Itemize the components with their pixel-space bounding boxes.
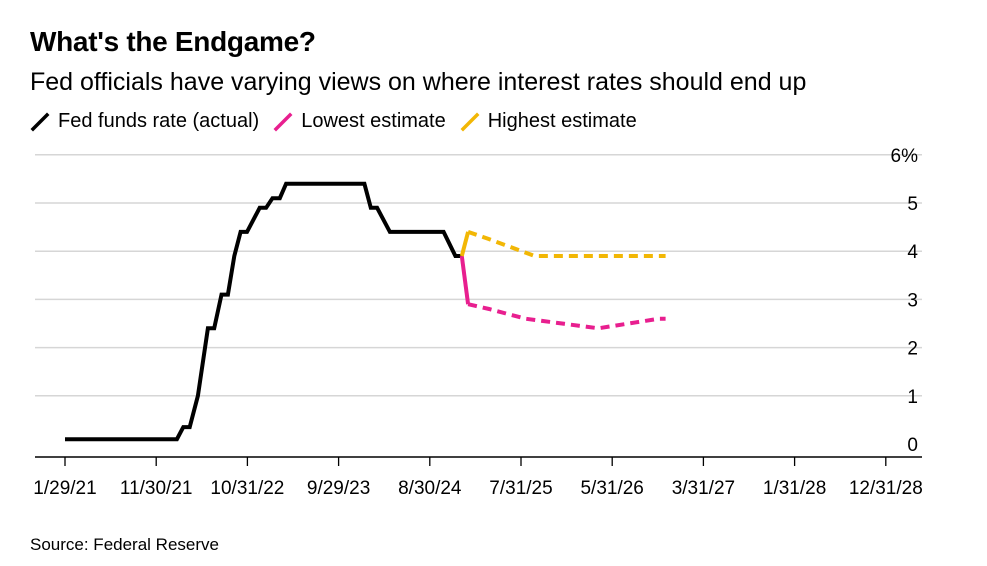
y-tick-label-5: 5	[907, 194, 918, 215]
y-tick-label-2: 2	[907, 339, 918, 360]
x-tick-label-1: 11/30/21	[120, 478, 193, 499]
series-line-lowest-estimate-solid	[459, 255, 471, 305]
x-tick-label-6: 5/31/26	[580, 478, 643, 499]
legend: Fed funds rate (actual) Lowest estimate …	[30, 110, 651, 133]
legend-swatch-highest-icon	[460, 112, 480, 131]
legend-swatch-lowest-icon	[273, 112, 293, 131]
x-tick-label-4: 8/30/24	[398, 478, 462, 499]
chart-title: What's the Endgame?	[30, 26, 316, 57]
x-tick-label-2: 10/31/22	[210, 478, 284, 499]
series-line-fed-funds-rate-actual	[65, 181, 462, 442]
y-tick-label-4: 4	[907, 242, 918, 263]
x-tick-label-9: 12/31/28	[849, 478, 923, 499]
x-tick-label-3: 9/29/23	[307, 478, 370, 499]
source-note: Source: Federal Reserve	[30, 535, 219, 554]
y-tick-label-1: 1	[907, 387, 918, 408]
y-tick-label-3: 3	[907, 290, 918, 311]
legend-item-highest: Highest estimate	[460, 110, 637, 133]
chart-subtitle: Fed officials have varying views on wher…	[30, 68, 807, 96]
series-line-lowest-estimate-dashed	[467, 302, 666, 331]
series-line-highest-estimate-solid	[459, 231, 471, 257]
legend-label-actual: Fed funds rate (actual)	[58, 110, 260, 132]
legend-item-actual: Fed funds rate (actual)	[30, 110, 259, 133]
x-tick-label-0: 1/29/21	[33, 478, 96, 499]
x-tick-label-5: 7/31/25	[489, 478, 552, 499]
legend-label-highest: Highest estimate	[487, 110, 637, 132]
x-tick-label-8: 1/31/28	[763, 478, 826, 499]
legend-label-lowest: Lowest estimate	[301, 110, 446, 132]
y-tick-label-0: 0	[907, 435, 918, 456]
x-tick-label-7: 3/31/27	[672, 478, 735, 499]
series-line-highest-estimate-dashed	[467, 230, 666, 258]
legend-item-lowest: Lowest estimate	[273, 110, 446, 133]
legend-swatch-actual-icon	[30, 112, 50, 131]
y-tick-label-6: 6%	[891, 146, 919, 167]
